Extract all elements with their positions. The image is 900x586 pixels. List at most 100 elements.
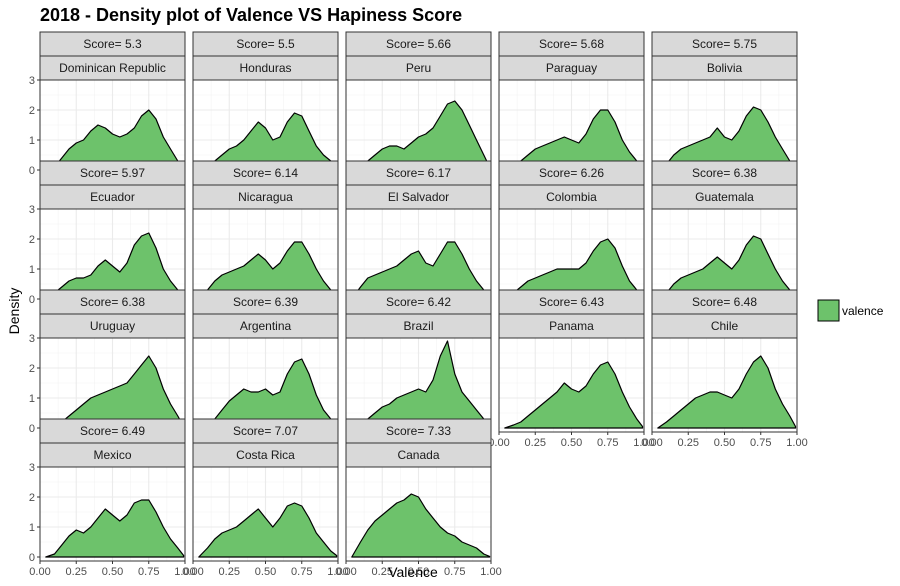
strip-country-label: Dominican Republic [59,61,166,75]
strip-country-label: Paraguay [546,61,597,75]
facet-panel: Score= 5.66 Peru [345,31,492,175]
strip-country-box [498,313,645,339]
y-tick-label: 2 [29,363,35,375]
x-tick-label: 0.25 [678,437,699,449]
strip-country-box [345,442,492,468]
y-tick-label: 0 [29,165,35,177]
strip-country-box [345,184,492,210]
strip-country-box [192,55,339,81]
facet-panel: Score= 6.42 Brazil [345,289,492,433]
y-tick-label: 3 [29,462,35,474]
strip-score-box [498,31,645,57]
strip-score-box [192,31,339,57]
strip-country-box [192,442,339,468]
density-area [504,109,644,171]
strip-country-label: Brazil [403,319,433,333]
strip-score-label: Score= 6.26 [539,166,604,180]
x-tick-label: 0.50 [714,437,735,449]
density-area [45,232,185,300]
strip-score-box [192,160,339,186]
x-tick-label: 0.25 [219,566,240,578]
x-tick-label: 0.50 [102,566,123,578]
strip-score-label: Score= 5.3 [83,37,142,51]
y-tick-label: 2 [29,234,35,246]
strip-country-box [498,184,645,210]
y-axis-title: Density [6,288,22,335]
facet-panel: Score= 5.3 Dominican Republic 0 1 2 3 [29,31,186,177]
strip-score-label: Score= 5.66 [386,37,451,51]
density-area [657,235,797,300]
density-area [45,499,185,558]
strip-score-box [39,31,186,57]
x-axis-title: Valence [388,564,438,580]
strip-score-label: Score= 6.38 [692,166,757,180]
x-tick-label: 0.75 [138,566,159,578]
strip-score-label: Score= 6.39 [233,295,298,309]
strip-country-box [651,184,798,210]
strip-score-label: Score= 6.48 [692,295,757,309]
legend-label-valence: valence [842,304,884,318]
facet-panel: Score= 6.39 Argentina [192,289,339,433]
strip-score-box [39,160,186,186]
facet-panel: Score= 6.38 Guatemala [651,160,798,304]
facet-panel: Score= 6.38 Uruguay 0 1 2 3 [29,289,186,435]
density-area [45,355,185,429]
facet-panel: Score= 5.5 Honduras [192,31,339,175]
strip-country-label: Chile [711,319,739,333]
strip-country-box [651,313,798,339]
density-area [504,361,644,429]
x-tick-label: 1.00 [786,437,807,449]
strip-country-label: Colombia [546,190,597,204]
y-tick-label: 0 [29,294,35,306]
x-tick-label: 1.00 [633,437,654,449]
facet-panel: Score= 6.26 Colombia [498,160,645,304]
strip-country-label: Costa Rica [236,448,295,462]
strip-country-box [345,55,492,81]
strip-country-box [39,184,186,210]
facet-panels: Score= 5.3 Dominican Republic 0 1 2 3 Score= 5… [29,31,808,578]
facet-panel: Score= 5.75 Bolivia [651,31,798,175]
density-area [657,106,797,171]
strip-score-label: Score= 6.14 [233,166,298,180]
strip-score-label: Score= 7.07 [233,424,298,438]
strip-score-label: Score= 5.97 [80,166,145,180]
x-tick-label: 0.00 [182,566,203,578]
y-tick-label: 2 [29,492,35,504]
x-tick-label: 0.00 [29,566,50,578]
x-tick-label: 0.00 [335,566,356,578]
x-tick-label: 0.50 [255,566,276,578]
strip-score-box [345,289,492,315]
x-tick-label: 0.75 [444,566,465,578]
strip-country-label: Peru [406,61,431,75]
legend-key-valence [817,299,840,322]
x-tick-label: 0.25 [66,566,87,578]
x-tick-label: 0.00 [488,437,509,449]
strip-score-box [39,289,186,315]
strip-score-box [345,418,492,444]
y-tick-label: 1 [29,135,35,147]
strip-score-box [651,31,798,57]
y-tick-label: 1 [29,393,35,405]
x-tick-label: 0.75 [597,437,618,449]
density-area [657,355,797,429]
strip-score-box [39,418,186,444]
y-tick-label: 2 [29,105,35,117]
facet-panel: Score= 7.07 Costa Rica 0.00 0.25 0.50 0.75 1.0… [182,418,349,578]
density-area [198,358,338,429]
facet-panel: Score= 6.43 Panama 0.00 0.25 0.50 0.75 1.00 [488,289,655,449]
x-tick-label: 0.75 [291,566,312,578]
density-area [198,502,338,558]
strip-score-label: Score= 6.43 [539,295,604,309]
strip-score-label: Score= 6.38 [80,295,145,309]
y-tick-label: 0 [29,552,35,564]
strip-country-box [192,184,339,210]
strip-score-box [345,31,492,57]
strip-score-label: Score= 5.68 [539,37,604,51]
strip-country-label: Mexico [93,448,131,462]
facet-panel: Score= 6.14 Nicaragua [192,160,339,304]
facet-panel: Score= 5.68 Paraguay [498,31,645,175]
strip-score-box [651,160,798,186]
density-area [351,340,491,429]
density-area [351,100,491,171]
strip-country-label: El Salvador [388,190,449,204]
